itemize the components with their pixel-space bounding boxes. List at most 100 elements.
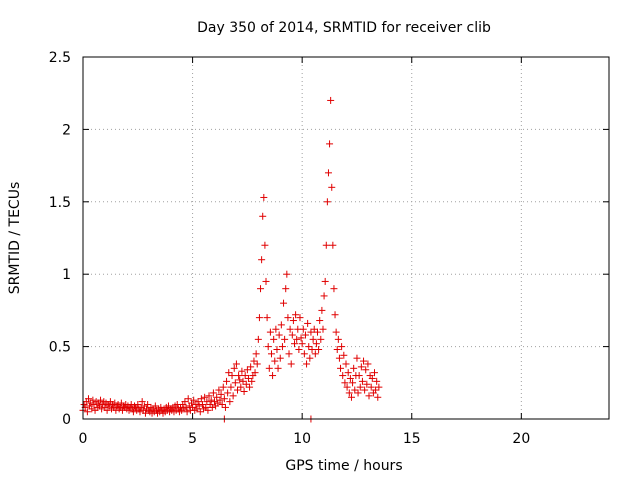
data-point [257,285,265,293]
data-point [253,360,261,368]
data-point [284,314,292,322]
data-point [211,398,218,406]
data-point [342,360,350,368]
data-point [229,392,237,400]
chart-title: Day 350 of 2014, SRMTID for receiver cli… [197,20,491,36]
data-point [320,292,328,300]
data-point [258,256,266,264]
data-point [288,331,296,339]
data-point [204,406,212,414]
data-point [207,396,215,404]
data-point [255,314,263,322]
data-point [308,345,316,353]
data-point [269,372,277,380]
data-point [335,354,343,362]
data-point [241,372,249,380]
data-point [358,377,366,385]
data-point [112,406,120,414]
data-point [363,380,371,388]
data-point [375,383,383,391]
data-point [251,369,259,377]
data-point [275,331,283,339]
data-point [242,380,250,388]
data-point [298,340,306,348]
data-point [334,335,342,343]
data-point [273,345,281,353]
data-point [103,406,111,414]
data-point [259,212,267,220]
data-point [262,277,270,285]
data-point [278,343,286,351]
data-point [307,328,315,336]
data-point [339,372,347,380]
data-point [316,317,324,325]
data-point [228,372,236,380]
data-point [138,398,146,406]
data-point [203,398,211,406]
data-point [341,379,349,387]
data-point [250,357,258,365]
data-point [252,350,260,358]
data-point [355,372,363,380]
data-point [360,357,368,365]
data-point [134,401,142,409]
data-point [311,350,319,358]
data-point [115,405,123,413]
data-point [304,319,312,327]
data-point [331,311,339,319]
data-point [131,402,139,410]
data-point [357,363,365,371]
data-point [324,169,332,177]
data-point [337,364,345,372]
data-point [282,285,290,293]
data-point [181,398,189,406]
data-point [213,393,221,401]
data-point [127,401,135,409]
data-point [88,405,96,413]
data-point [270,335,278,343]
data-point [347,393,355,401]
data-point [235,372,243,380]
data-point [254,335,262,343]
y-tick-label: 0.5 [49,340,71,356]
data-point [292,311,300,319]
data-point [333,345,341,353]
data-point [89,396,97,404]
data-point [310,325,318,333]
data-point [238,367,246,375]
data-point [299,325,307,333]
data-point [340,351,348,359]
data-point [356,383,364,391]
x-tick-label: 20 [512,431,530,447]
data-point [240,387,248,395]
data-point [323,198,331,206]
data-point [98,405,106,413]
data-point [205,392,213,400]
data-point [344,369,352,377]
data-point [367,383,375,391]
data-point [351,386,359,394]
y-tick-label: 0 [62,412,71,428]
data-point [326,140,334,148]
data-point [271,357,279,365]
data-point [232,360,240,368]
data-point [216,396,224,404]
data-point [264,343,272,351]
data-point [190,396,198,404]
data-point [84,395,92,403]
data-point [246,383,254,391]
data-point [280,299,288,307]
data-point [198,401,206,409]
data-point [194,398,202,406]
data-point [301,331,309,339]
data-point [364,360,372,368]
data-point [305,343,313,351]
data-point [144,401,152,409]
data-point [226,398,234,406]
data-point [265,364,273,372]
data-point [129,408,137,416]
data-point [312,340,320,348]
plot-frame [82,56,610,420]
data-point [196,408,204,416]
data-point [328,183,336,191]
